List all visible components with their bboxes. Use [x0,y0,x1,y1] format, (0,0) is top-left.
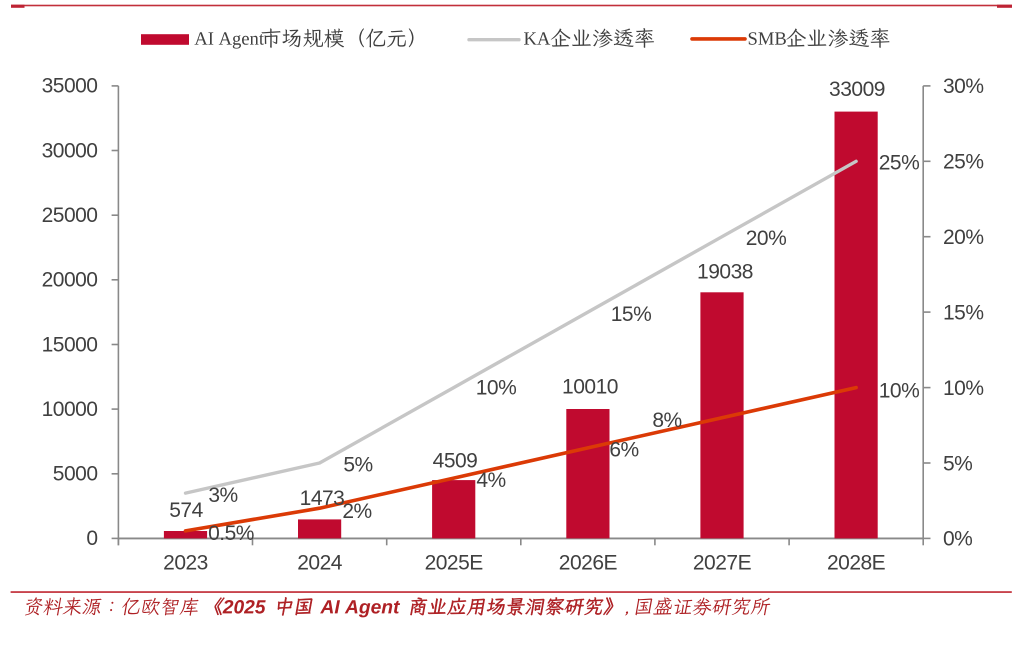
svg-text:0%: 0% [943,528,972,551]
svg-text:2028E: 2028E [827,552,886,575]
svg-text:2027E: 2027E [693,552,752,575]
svg-text:4%: 4% [476,469,505,492]
svg-text:2026E: 2026E [559,552,618,575]
svg-text:10%: 10% [943,377,984,400]
svg-text:6%: 6% [609,439,638,462]
svg-text:20%: 20% [746,227,787,250]
svg-text:5000: 5000 [53,463,98,486]
svg-text:25000: 25000 [42,204,98,227]
svg-text:5%: 5% [943,452,972,475]
svg-text:20000: 20000 [42,269,98,292]
svg-text:33009: 33009 [829,78,885,101]
svg-text:0.5%: 0.5% [208,522,254,545]
svg-text:20%: 20% [943,226,984,249]
svg-text:10000: 10000 [42,398,98,421]
svg-text:8%: 8% [652,409,681,432]
svg-text:0: 0 [86,527,97,550]
svg-text:2023: 2023 [163,552,208,575]
svg-text:2025E: 2025E [425,552,484,575]
svg-text:2%: 2% [342,500,371,523]
svg-text:15000: 15000 [42,333,98,356]
svg-text:25%: 25% [943,151,984,174]
svg-text:15%: 15% [943,301,984,324]
svg-text:4509: 4509 [433,449,478,472]
svg-text:25%: 25% [879,152,920,175]
svg-text:2024: 2024 [297,552,343,575]
svg-text:19038: 19038 [697,260,753,283]
svg-text:35000: 35000 [42,75,98,98]
svg-text:5%: 5% [343,454,372,477]
svg-text:30000: 30000 [42,139,98,162]
svg-text:10%: 10% [476,377,517,400]
svg-text:10010: 10010 [562,375,618,398]
svg-text:1473: 1473 [300,487,345,510]
svg-text:30%: 30% [943,75,984,98]
svg-text:15%: 15% [611,303,652,326]
svg-text:10%: 10% [879,380,920,403]
svg-text:574: 574 [169,499,203,522]
svg-text:3%: 3% [208,484,237,507]
